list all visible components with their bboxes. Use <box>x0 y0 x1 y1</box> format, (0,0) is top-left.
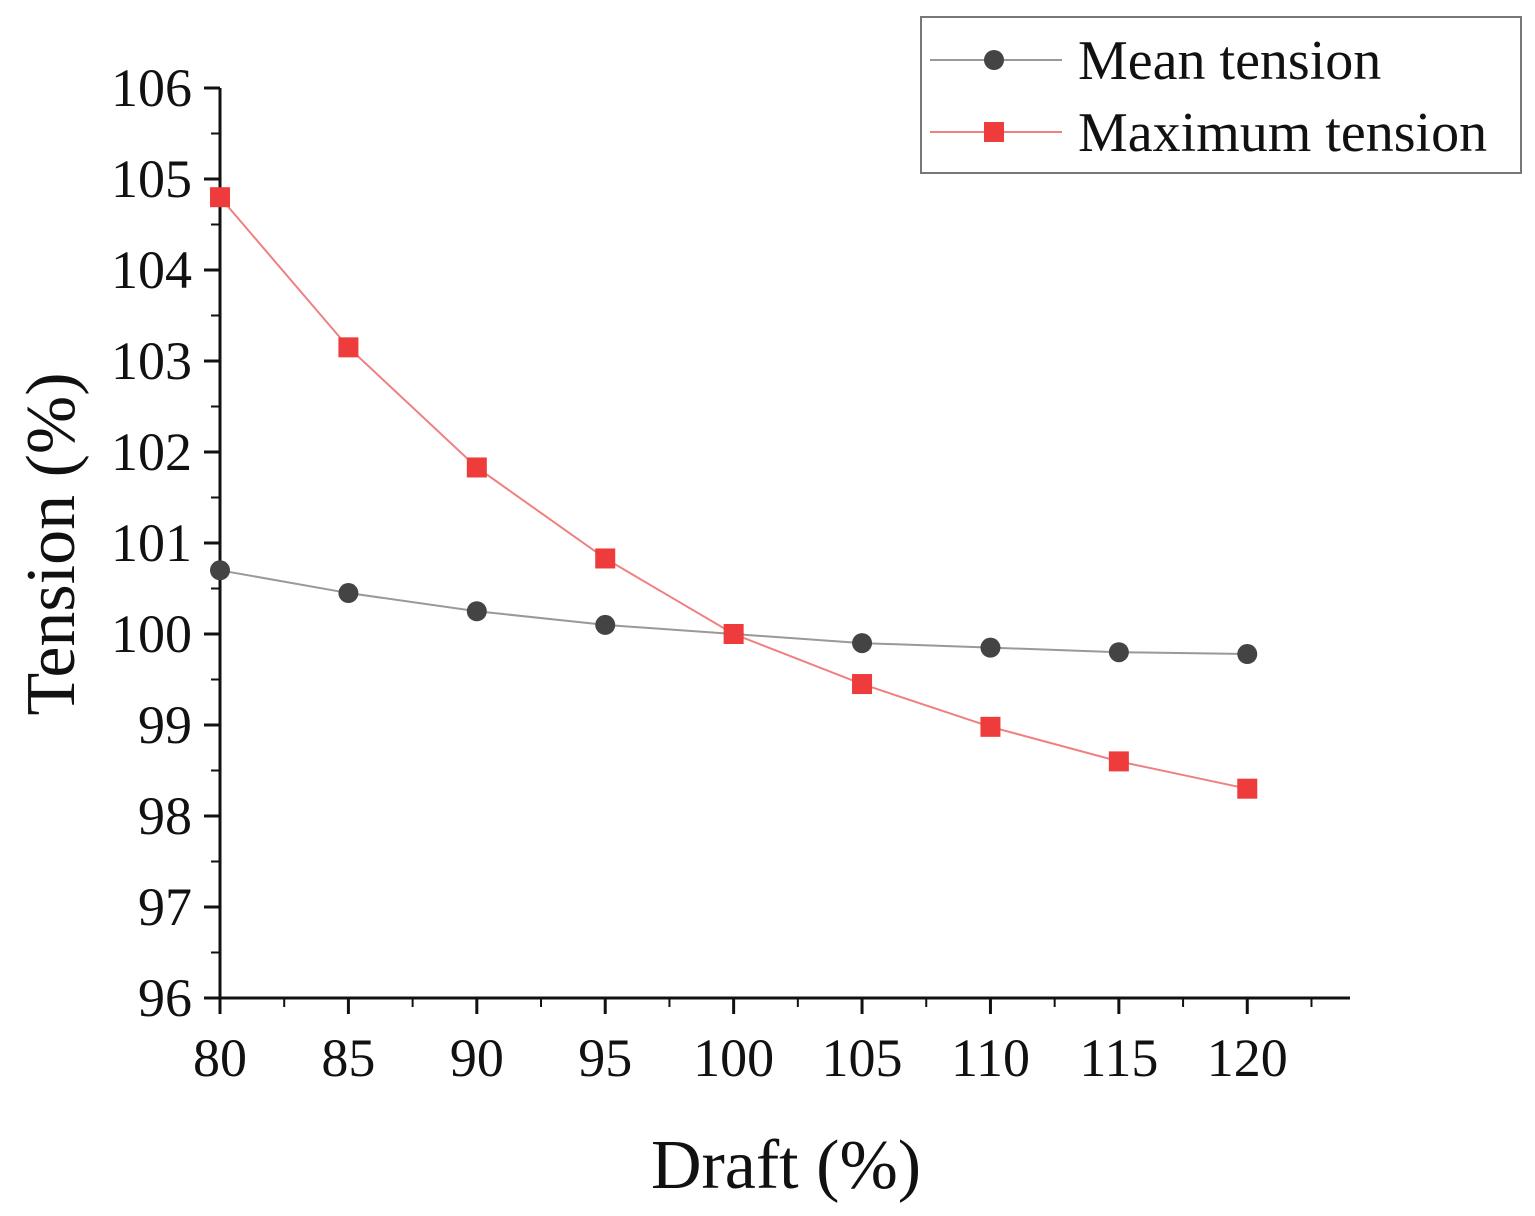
x-tick-label: 85 <box>321 1028 375 1088</box>
x-tick-label: 105 <box>822 1028 903 1088</box>
legend: Mean tension Maximum tension <box>920 16 1522 174</box>
series-1 <box>210 187 1258 799</box>
data-point <box>210 187 230 208</box>
y-tick-label: 99 <box>138 695 192 755</box>
y-tick-label: 100 <box>111 604 192 664</box>
x-tick-label: 95 <box>578 1028 632 1088</box>
y-tick-label: 104 <box>111 240 192 300</box>
data-point <box>1237 778 1258 799</box>
data-point <box>980 716 1001 737</box>
data-point <box>466 601 487 622</box>
data-point <box>723 624 744 644</box>
data-point <box>1108 751 1129 772</box>
data-point <box>852 674 873 695</box>
x-tick-label: 80 <box>193 1028 247 1088</box>
y-tick-label: 103 <box>111 331 192 391</box>
x-tick-label: 100 <box>693 1028 774 1088</box>
data-point <box>852 633 873 654</box>
x-tick-label: 90 <box>450 1028 504 1088</box>
y-axis-title: Tension (%) <box>13 372 90 715</box>
legend-label: Mean tension <box>1078 30 1381 92</box>
y-tick-label: 101 <box>111 513 192 573</box>
series-line <box>219 196 1248 790</box>
legend-label: Maximum tension <box>1078 102 1487 164</box>
series-layer <box>210 187 1258 799</box>
data-point <box>210 560 230 581</box>
x-axis-ticks: 80 85 90 95 100 105 110 115 120 <box>193 998 1313 1088</box>
series-0 <box>210 560 1258 665</box>
data-point <box>466 457 487 478</box>
axes <box>218 88 1350 1000</box>
y-tick-label: 105 <box>111 149 192 209</box>
x-tick-label: 115 <box>1079 1028 1158 1088</box>
data-point <box>980 637 1001 658</box>
data-point <box>338 337 359 358</box>
y-tick-label: 106 <box>111 58 192 118</box>
legend-marker <box>984 50 1004 70</box>
y-axis-ticks: 96 97 98 99 100 101 102 103 104 105 106 <box>111 58 220 1028</box>
y-tick-label: 97 <box>138 877 192 937</box>
x-tick-label: 110 <box>951 1028 1030 1088</box>
x-tick-label: 120 <box>1207 1028 1288 1088</box>
y-tick-label: 96 <box>138 968 192 1028</box>
legend-box <box>920 16 1522 174</box>
data-point <box>338 583 359 604</box>
data-point <box>595 548 616 569</box>
data-point <box>595 614 616 635</box>
y-tick-label: 102 <box>111 422 192 482</box>
x-axis-title: Draft (%) <box>651 1127 921 1204</box>
legend-marker <box>984 122 1004 142</box>
data-point <box>1108 642 1129 663</box>
y-tick-label: 98 <box>138 786 192 846</box>
data-point <box>1237 644 1258 665</box>
